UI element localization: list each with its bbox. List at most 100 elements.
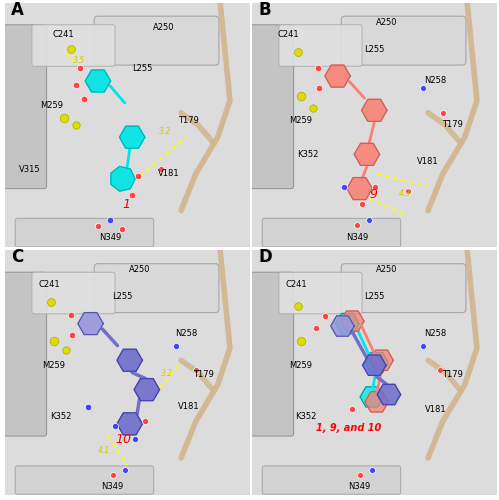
Point bbox=[68, 332, 76, 340]
Text: N258: N258 bbox=[424, 329, 447, 338]
Text: K352: K352 bbox=[295, 412, 316, 421]
Text: T179: T179 bbox=[178, 116, 199, 124]
Point bbox=[340, 184, 348, 192]
Text: M259: M259 bbox=[289, 116, 312, 124]
Text: T179: T179 bbox=[442, 370, 463, 380]
Text: B: B bbox=[258, 1, 271, 19]
Text: 3.2: 3.2 bbox=[159, 126, 171, 136]
FancyBboxPatch shape bbox=[32, 272, 115, 314]
Point bbox=[84, 402, 92, 410]
Point bbox=[141, 418, 149, 426]
FancyBboxPatch shape bbox=[250, 272, 293, 436]
Point bbox=[80, 96, 88, 104]
Text: C: C bbox=[11, 248, 23, 266]
Point bbox=[134, 172, 142, 180]
Polygon shape bbox=[347, 178, 372, 200]
Point bbox=[192, 366, 200, 374]
Text: A: A bbox=[11, 1, 24, 19]
Text: 3.2: 3.2 bbox=[162, 369, 174, 378]
Text: K352: K352 bbox=[297, 150, 319, 159]
Point bbox=[419, 342, 427, 349]
Text: V181: V181 bbox=[417, 157, 439, 166]
FancyBboxPatch shape bbox=[15, 466, 154, 494]
FancyBboxPatch shape bbox=[341, 264, 466, 312]
Point bbox=[294, 48, 302, 56]
Text: A250: A250 bbox=[376, 266, 397, 274]
Text: 4.3: 4.3 bbox=[399, 189, 411, 198]
Text: C241: C241 bbox=[278, 30, 299, 39]
Point bbox=[62, 346, 70, 354]
Polygon shape bbox=[134, 378, 160, 400]
Point bbox=[348, 405, 356, 413]
Point bbox=[94, 222, 102, 230]
Polygon shape bbox=[362, 100, 387, 122]
Point bbox=[158, 165, 166, 173]
Point bbox=[439, 109, 447, 117]
Polygon shape bbox=[340, 311, 364, 332]
Point bbox=[321, 312, 329, 320]
Point bbox=[371, 184, 379, 192]
Text: A250: A250 bbox=[376, 18, 397, 27]
Text: L255: L255 bbox=[112, 292, 133, 301]
Polygon shape bbox=[325, 65, 350, 87]
Point bbox=[118, 225, 126, 233]
Point bbox=[314, 64, 322, 72]
Text: A250: A250 bbox=[153, 22, 175, 32]
FancyBboxPatch shape bbox=[2, 25, 46, 188]
Text: N349: N349 bbox=[101, 482, 124, 490]
Point bbox=[109, 471, 117, 479]
Polygon shape bbox=[377, 384, 401, 404]
Text: V315: V315 bbox=[18, 164, 40, 173]
Text: N349: N349 bbox=[99, 233, 121, 242]
Point bbox=[67, 45, 75, 53]
Point bbox=[297, 336, 305, 344]
Point bbox=[111, 422, 119, 430]
Polygon shape bbox=[365, 352, 388, 373]
Point bbox=[75, 64, 83, 72]
FancyBboxPatch shape bbox=[32, 25, 115, 66]
Point bbox=[67, 311, 75, 319]
Polygon shape bbox=[360, 387, 384, 407]
Text: C241: C241 bbox=[38, 280, 60, 289]
Text: N258: N258 bbox=[175, 329, 197, 338]
Polygon shape bbox=[370, 350, 393, 370]
Point bbox=[405, 187, 413, 195]
Polygon shape bbox=[365, 392, 388, 412]
Text: K352: K352 bbox=[50, 412, 72, 421]
Text: M259: M259 bbox=[289, 360, 312, 370]
Text: 9: 9 bbox=[369, 188, 377, 202]
Point bbox=[47, 298, 55, 306]
Text: T179: T179 bbox=[193, 370, 214, 380]
Point bbox=[60, 114, 68, 122]
Polygon shape bbox=[331, 316, 354, 336]
Point bbox=[368, 466, 376, 474]
Text: N349: N349 bbox=[348, 482, 371, 490]
Polygon shape bbox=[362, 355, 386, 376]
FancyBboxPatch shape bbox=[250, 25, 293, 188]
Text: A250: A250 bbox=[129, 266, 150, 274]
Point bbox=[128, 190, 136, 198]
Point bbox=[50, 336, 58, 344]
Point bbox=[358, 200, 366, 208]
Polygon shape bbox=[117, 350, 142, 372]
Text: 10: 10 bbox=[115, 434, 131, 446]
FancyBboxPatch shape bbox=[94, 16, 219, 65]
Text: 3.5: 3.5 bbox=[73, 56, 85, 64]
Point bbox=[419, 84, 427, 92]
FancyBboxPatch shape bbox=[15, 218, 154, 247]
FancyBboxPatch shape bbox=[2, 272, 46, 436]
Text: L255: L255 bbox=[364, 292, 384, 301]
Polygon shape bbox=[117, 413, 142, 435]
Point bbox=[121, 466, 129, 474]
Point bbox=[72, 121, 80, 129]
Point bbox=[309, 104, 317, 112]
FancyBboxPatch shape bbox=[341, 16, 466, 65]
Text: L255: L255 bbox=[364, 44, 384, 54]
Point bbox=[72, 80, 80, 88]
Point bbox=[353, 221, 361, 229]
Point bbox=[315, 84, 323, 92]
Text: 1, 9, and 10: 1, 9, and 10 bbox=[315, 423, 381, 433]
Text: M259: M259 bbox=[40, 101, 63, 110]
Point bbox=[294, 302, 302, 310]
Point bbox=[131, 435, 139, 443]
